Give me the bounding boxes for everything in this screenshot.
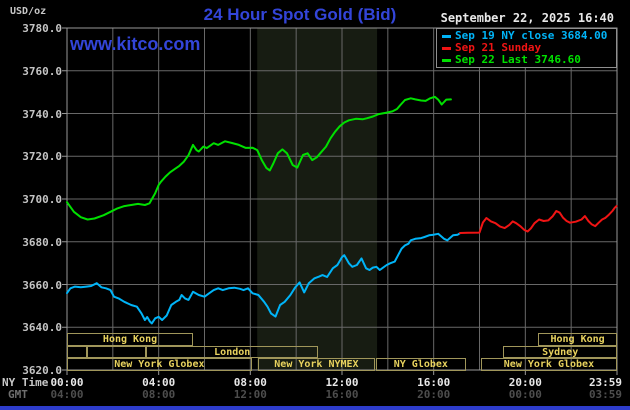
session-box-new-york-globex: New York Globex <box>67 358 252 371</box>
legend-item: Sep 21 Sunday <box>437 42 616 54</box>
gmt-time-tick-label: 08:00 <box>142 388 176 401</box>
session-box-new-york-globex: New York Globex <box>480 358 617 371</box>
chart-datetime: September 22, 2025 16:40 <box>440 11 614 25</box>
gmt-axis-label: GMT <box>8 388 28 401</box>
session-box-new-york-nymex: New York NYMEX <box>257 358 376 371</box>
session-box-sydney: Sydney <box>503 345 617 358</box>
ny-time-tick-label: 00:00 <box>50 376 84 389</box>
session-box <box>86 345 147 358</box>
legend-box: Sep 19 NY close 3684.00 Sep 21 Sunday Sep … <box>436 28 617 68</box>
gmt-time-tick-label: 20:00 <box>417 388 451 401</box>
legend-dash-icon <box>442 46 451 50</box>
y-axis-tick-label: 3760.0 <box>22 64 62 78</box>
session-box-hong-kong: Hong Kong <box>538 333 617 346</box>
y-axis-tick-label: 3740.0 <box>22 107 62 121</box>
kitco-watermark-link[interactable]: www.kitco.com <box>70 34 201 54</box>
ny-time-tick-label: 23:59 <box>588 376 623 389</box>
session-box-hong-kong: Hong Kong <box>67 333 194 346</box>
session-box-london: London <box>146 345 319 358</box>
ny-time-tick-label: 04:00 <box>142 376 176 389</box>
legend-dash-icon <box>442 58 451 62</box>
legend-label: Sep 21 Sunday <box>455 41 542 54</box>
price-line-sep-21-sunday <box>459 205 618 234</box>
session-box <box>67 345 87 358</box>
y-axis-tick-label: 3660.0 <box>22 278 62 292</box>
legend-dash-icon <box>442 34 451 38</box>
gmt-time-tick-label: 04:00 <box>50 388 84 401</box>
legend-item: Sep 19 NY close 3684.00 <box>437 30 616 42</box>
gmt-time-tick-label: 03:59 <box>588 388 623 401</box>
y-axis-unit-label: USD/oz <box>10 6 47 17</box>
ny-time-tick-label: 12:00 <box>325 376 359 389</box>
price-line-sep-19-ny-close <box>66 232 461 325</box>
gmt-time-tick-label: 16:00 <box>325 388 359 401</box>
gmt-time-tick-label: 00:00 <box>508 388 542 401</box>
y-axis-tick-label: 3720.0 <box>22 150 62 164</box>
bottom-accent-strip <box>0 406 630 410</box>
y-axis-tick-label: 3780.0 <box>22 22 62 35</box>
ny-time-tick-label: 16:00 <box>417 376 451 389</box>
ny-time-axis-label: NY Time <box>2 376 49 389</box>
ny-time-tick-label: 08:00 <box>233 376 267 389</box>
y-axis-tick-label: 3700.0 <box>22 193 62 206</box>
y-axis-tick-label: 3680.0 <box>22 235 62 249</box>
legend-label: Sep 22 Last 3746.60 <box>455 53 581 66</box>
y-axis-tick-label: 3620.0 <box>22 364 62 377</box>
page-title: 24 Hour Spot Gold (Bid) <box>203 5 397 24</box>
price-line-sep-22 <box>66 95 452 221</box>
legend-label: Sep 19 NY close 3684.00 <box>455 29 608 42</box>
legend-item: Sep 22 Last 3746.60 <box>437 54 616 66</box>
ny-time-tick-label: 20:00 <box>508 376 542 389</box>
gmt-time-tick-label: 12:00 <box>233 388 267 401</box>
y-axis-tick-label: 3640.0 <box>22 321 62 335</box>
session-box-ny-globex: NY Globex <box>375 358 466 371</box>
